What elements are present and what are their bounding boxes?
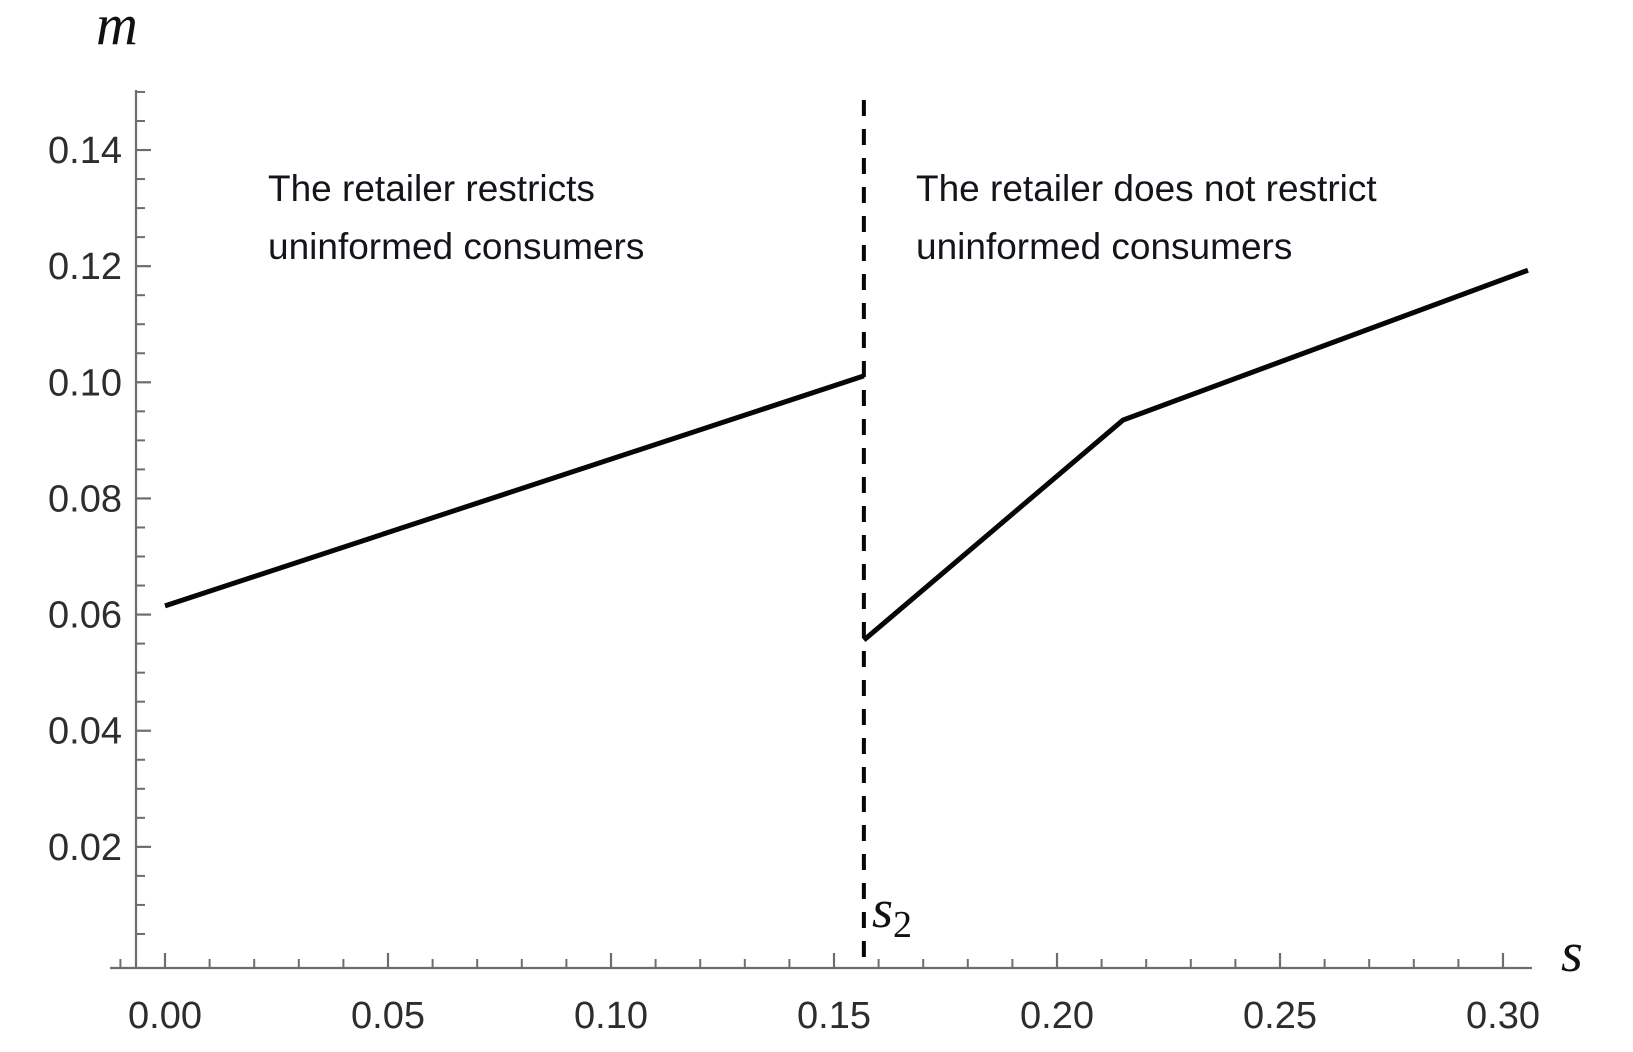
- y-tick-label: 0.14: [48, 130, 122, 172]
- x-axis-label: s: [1561, 922, 1583, 984]
- annotation-restricts-line1: The retailer restricts: [268, 168, 595, 209]
- y-tick-label: 0.12: [48, 246, 122, 288]
- x-tick-label: 0.20: [1020, 995, 1094, 1037]
- y-axis-label: m: [96, 0, 138, 57]
- x-tick-label: 0.30: [1466, 995, 1540, 1037]
- y-tick-label: 0.04: [48, 711, 122, 753]
- y-tick-label: 0.10: [48, 362, 122, 404]
- threshold-label-subscript: 2: [893, 904, 913, 946]
- x-tick-label: 0.00: [128, 995, 202, 1037]
- threshold-label: s2: [872, 879, 912, 944]
- x-tick-label: 0.05: [351, 995, 425, 1037]
- x-tick-label: 0.25: [1243, 995, 1317, 1037]
- annotation-no-restrict-region: The retailer does not restrict uninforme…: [916, 160, 1377, 276]
- annotation-restricts-region: The retailer restricts uninformed consum…: [268, 160, 644, 276]
- threshold-label-base: s: [872, 879, 894, 939]
- y-tick-label: 0.02: [48, 827, 122, 869]
- x-tick-label: 0.15: [797, 995, 871, 1037]
- annotation-no-restrict-line1: The retailer does not restrict: [916, 168, 1377, 209]
- series-line-1: [862, 267, 1529, 643]
- x-tick-label: 0.10: [574, 995, 648, 1037]
- y-tick-label: 0.08: [48, 478, 122, 520]
- series-line-0: [164, 373, 865, 609]
- annotation-restricts-line2: uninformed consumers: [268, 226, 645, 267]
- y-tick-label: 0.06: [48, 595, 122, 637]
- annotation-no-restrict-line2: uninformed consumers: [916, 226, 1293, 267]
